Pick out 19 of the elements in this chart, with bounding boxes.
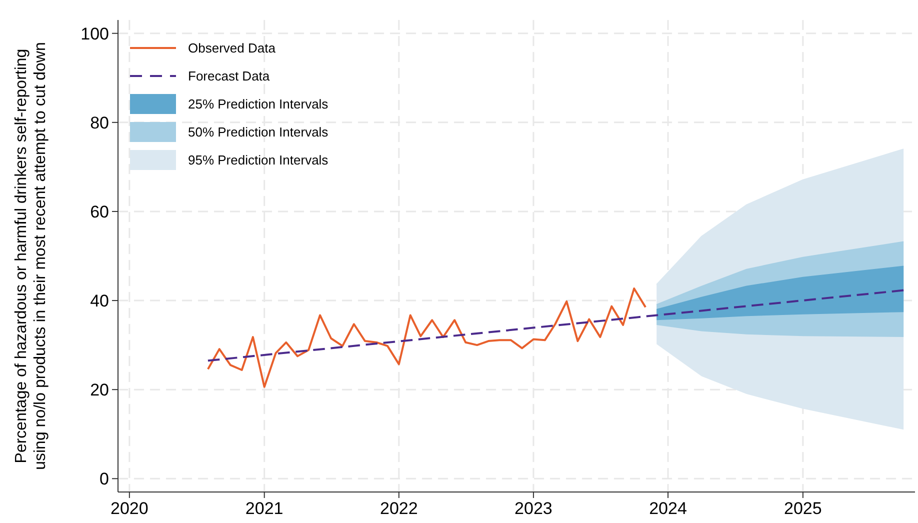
- line-series: [206, 288, 647, 388]
- legend-label: 95% Prediction Intervals: [188, 152, 329, 168]
- x-tick-label: 2022: [380, 499, 418, 518]
- y-tick-label: 80: [90, 113, 109, 132]
- legend-label: 25% Prediction Intervals: [188, 96, 329, 112]
- legend-label: Observed Data: [188, 40, 276, 56]
- y-axis-title: Percentage of hazardous or harmful drinkers self-reporting using no/lo products in their most recent attempt to cut down: [13, 42, 49, 470]
- x-tick-label: 2020: [110, 499, 148, 518]
- y-tick-label: 20: [90, 380, 109, 400]
- x-tick-label: 2021: [245, 499, 284, 518]
- legend-label: Forecast Data: [188, 68, 270, 84]
- legend-label: 50% Prediction Intervals: [188, 124, 329, 140]
- x-tick-label: 2023: [514, 499, 552, 518]
- y-tick-label: 0: [100, 470, 109, 489]
- x-tick-label: 2024: [649, 499, 687, 518]
- x-tick-label: 2025: [784, 499, 822, 518]
- y-tick-label: 40: [90, 291, 109, 310]
- y-tick-label: 100: [80, 24, 109, 44]
- y-tick-label: 60: [90, 202, 109, 222]
